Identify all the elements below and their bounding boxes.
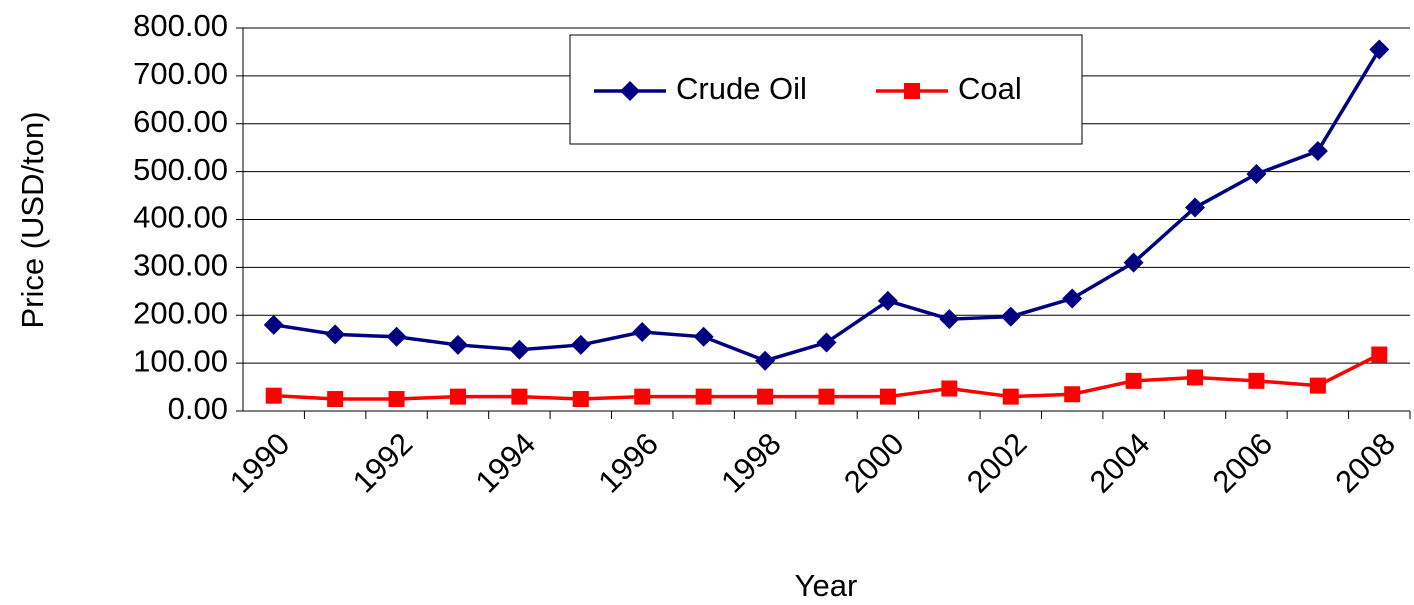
x-tick-label: 1994 [469,426,543,500]
data-point [572,391,589,408]
data-point [1062,288,1083,309]
y-tick-label: 300.00 [133,248,228,283]
data-point [509,339,530,360]
data-point [1064,386,1081,403]
data-point [818,388,835,405]
data-point [1309,377,1326,394]
x-tick-label: 2006 [1206,426,1280,500]
data-point [325,324,346,345]
data-point [386,326,407,347]
data-point [695,388,712,405]
data-point [1246,164,1267,185]
data-point [265,387,282,404]
data-point [879,388,896,405]
data-point [511,388,528,405]
data-point [755,350,776,371]
data-point [1002,388,1019,405]
y-tick-label: 800.00 [133,8,228,43]
x-tick-label: 2008 [1329,426,1403,500]
y-tick-label: 500.00 [133,152,228,187]
data-point [327,391,344,408]
x-tick-label: 2004 [1083,426,1157,500]
data-point [1248,372,1265,389]
data-point [1187,369,1204,386]
y-axis-title: Price (USD/ton) [15,111,50,328]
data-point [449,388,466,405]
data-point [1371,346,1388,363]
x-tick-label: 1992 [346,426,420,500]
data-point [388,391,405,408]
data-point [816,332,837,353]
data-point [632,322,653,343]
data-point [1185,197,1206,218]
data-point [263,314,284,335]
legend: Crude Oil Coal [569,34,1083,145]
legend-label: Coal [958,71,1022,106]
data-point [877,290,898,311]
data-point [1307,141,1328,162]
y-tick-label: 200.00 [133,295,228,330]
x-tick-label: 1998 [714,426,788,500]
data-point [447,334,468,355]
y-tick-label: 400.00 [133,200,228,235]
x-axis-title: Year [795,568,858,603]
x-tick-label: 2002 [960,426,1034,500]
data-point [941,380,958,397]
x-tick-label: 1990 [223,426,297,500]
y-tick-label: 100.00 [133,343,228,378]
data-point [693,326,714,347]
legend-marker [620,81,640,101]
y-tick-label: 600.00 [133,104,228,139]
data-point [1369,39,1390,60]
y-tick-label: 0.00 [168,391,228,426]
data-point [757,388,774,405]
legend-marker [904,83,920,99]
x-tick-label: 2000 [837,426,911,500]
data-point [1123,252,1144,273]
data-point [570,334,591,355]
data-point [939,309,960,330]
data-point [1125,372,1142,389]
legend-label: Crude Oil [676,71,807,106]
data-point [1000,306,1021,327]
y-tick-label: 700.00 [133,56,228,91]
x-tick-label: 1996 [591,426,665,500]
data-point [634,388,651,405]
